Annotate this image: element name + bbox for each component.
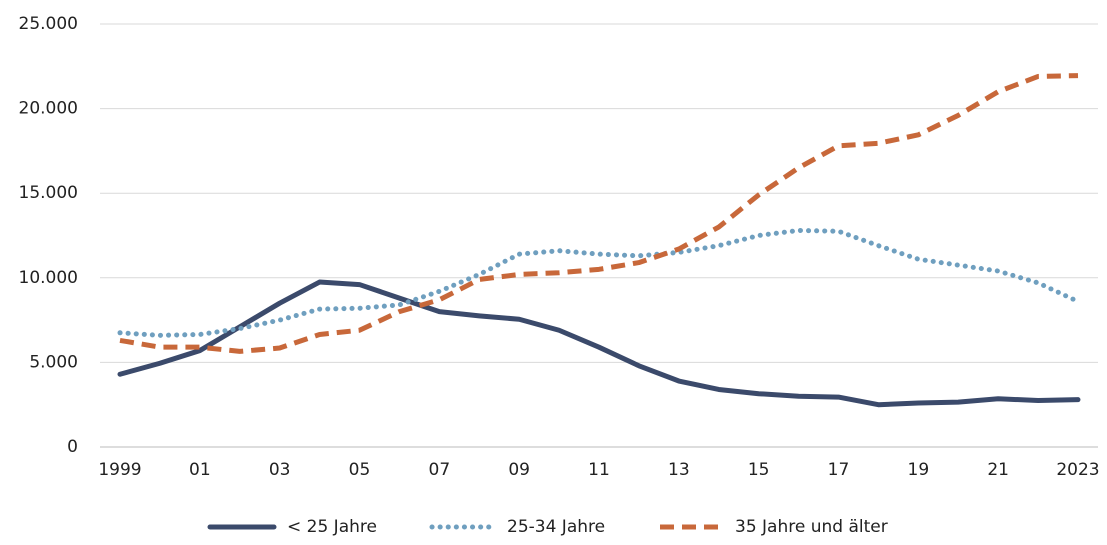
- y-tick-label: 20.000: [19, 99, 78, 119]
- x-tick-label: 15: [748, 460, 770, 480]
- y-tick-label: 0: [67, 437, 78, 457]
- x-tick-label: 13: [668, 460, 690, 480]
- legend-label: < 25 Jahre: [287, 517, 377, 537]
- x-tick-label: 05: [349, 460, 371, 480]
- x-tick-label: 09: [508, 460, 530, 480]
- series-line: [117, 279, 1081, 408]
- legend-label: 35 Jahre und älter: [735, 517, 888, 537]
- x-tick-label: 07: [429, 460, 451, 480]
- series-line: [117, 227, 1081, 338]
- legend-label: 25-34 Jahre: [507, 517, 605, 537]
- y-tick-label: 25.000: [19, 14, 78, 34]
- x-tick-label: 17: [828, 460, 850, 480]
- y-tick-label: 10.000: [19, 268, 78, 288]
- y-tick-label: 5.000: [29, 352, 78, 372]
- x-tick-label: 01: [189, 460, 211, 480]
- x-tick-label: 11: [588, 460, 610, 480]
- x-tick-label: 2023: [1056, 460, 1099, 480]
- y-tick-label: 15.000: [19, 183, 78, 203]
- x-tick-label: 1999: [98, 460, 141, 480]
- series-line: [119, 73, 1079, 354]
- x-tick-label: 03: [269, 460, 291, 480]
- x-tick-label: 21: [987, 460, 1009, 480]
- x-tick-label: 19: [908, 460, 930, 480]
